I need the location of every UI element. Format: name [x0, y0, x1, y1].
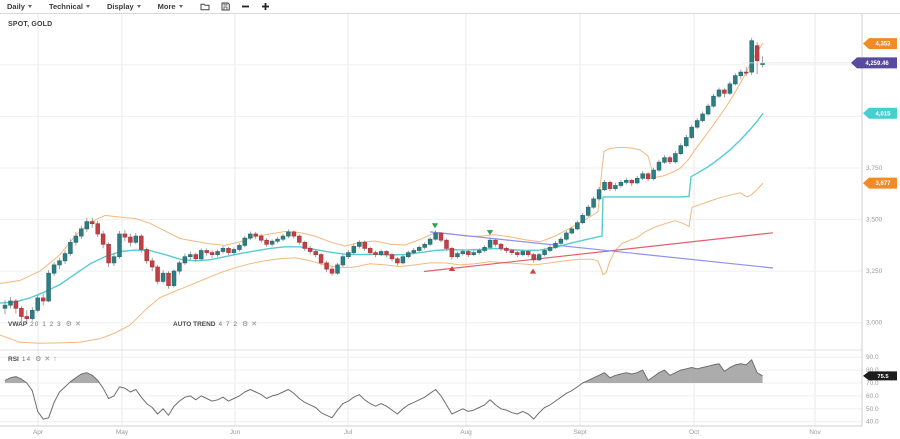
chevron-down-icon: [27, 5, 32, 8]
chevron-down-icon: [85, 5, 90, 8]
svg-text:80.0: 80.0: [866, 367, 879, 374]
vwap-remove-icon[interactable]: ✕: [74, 321, 81, 328]
svg-text:3,500: 3,500: [866, 217, 883, 224]
svg-text:90.0: 90.0: [866, 354, 879, 361]
vwap-legend: VWAP 20 1 2 3 ⚙ ✕: [8, 321, 84, 328]
auto-trend-remove-icon[interactable]: ✕: [251, 321, 258, 328]
rsi-legend-label: RSI: [8, 356, 19, 363]
svg-text:Jun: Jun: [230, 429, 241, 436]
svg-text:60.0: 60.0: [866, 393, 879, 400]
svg-text:50.0: 50.0: [866, 406, 879, 413]
svg-text:May: May: [116, 429, 129, 436]
rsi-legend-params[interactable]: 14: [21, 356, 32, 363]
svg-text:4,353: 4,353: [875, 42, 891, 48]
svg-text:Apr: Apr: [33, 429, 44, 436]
svg-text:3,750: 3,750: [866, 165, 883, 172]
chart-toolbar: Daily Technical Display More: [0, 0, 900, 14]
more-menu[interactable]: More: [158, 2, 183, 11]
svg-text:Oct: Oct: [689, 429, 699, 436]
chevron-down-icon: [136, 5, 141, 8]
svg-text:3,677: 3,677: [875, 181, 891, 187]
svg-text:Nov: Nov: [809, 429, 821, 436]
vwap-legend-label: VWAP: [8, 321, 28, 328]
svg-text:Aug: Aug: [460, 429, 472, 436]
auto-trend-settings-gear-icon[interactable]: ⚙: [241, 321, 249, 328]
more-menu-label: More: [157, 2, 176, 11]
timeframe-menu-label: Daily: [7, 2, 25, 11]
rsi-expand-icon[interactable]: ↑: [53, 356, 57, 363]
timeframe-menu[interactable]: Daily: [7, 2, 32, 11]
svg-text:3,000: 3,000: [866, 320, 883, 327]
zoom-out-icon[interactable]: [241, 2, 250, 11]
chevron-down-icon: [178, 5, 183, 8]
symbol-label: SPOT, GOLD: [8, 21, 53, 28]
display-menu-label: Display: [106, 2, 134, 11]
rsi-legend: RSI 14 ⚙ ✕ ↑: [8, 356, 60, 363]
svg-text:4,015: 4,015: [875, 111, 891, 117]
svg-text:75.5: 75.5: [877, 374, 889, 380]
save-icon[interactable]: [221, 2, 230, 11]
auto-trend-legend-label: AUTO TREND: [173, 321, 216, 328]
rsi-remove-icon[interactable]: ✕: [44, 356, 51, 363]
svg-text:Jul: Jul: [344, 429, 353, 436]
display-menu[interactable]: Display: [107, 2, 141, 11]
auto-trend-legend-params[interactable]: 4 7 2: [218, 321, 238, 328]
svg-text:3,250: 3,250: [866, 268, 883, 275]
technical-menu[interactable]: Technical: [49, 2, 90, 11]
svg-text:4,259.46: 4,259.46: [865, 61, 889, 67]
svg-text:70.0: 70.0: [866, 380, 879, 387]
vwap-settings-gear-icon[interactable]: ⚙: [65, 321, 72, 328]
open-folder-icon[interactable]: [200, 2, 210, 11]
technical-menu-label: Technical: [48, 2, 83, 11]
price-chart[interactable]: Apr May Jun Jul Aug Sept Oct Nov 3,750 3,500 3,250…: [0, 14, 900, 439]
rsi-settings-gear-icon[interactable]: ⚙: [35, 356, 42, 363]
zoom-in-icon[interactable]: [261, 2, 270, 11]
auto-trend-legend: AUTO TREND 4 7 2 ⚙ ✕: [173, 321, 260, 328]
svg-text:40.0: 40.0: [866, 419, 879, 426]
vwap-legend-params[interactable]: 20 1 2 3: [30, 321, 62, 328]
svg-text:Sept: Sept: [573, 429, 587, 436]
